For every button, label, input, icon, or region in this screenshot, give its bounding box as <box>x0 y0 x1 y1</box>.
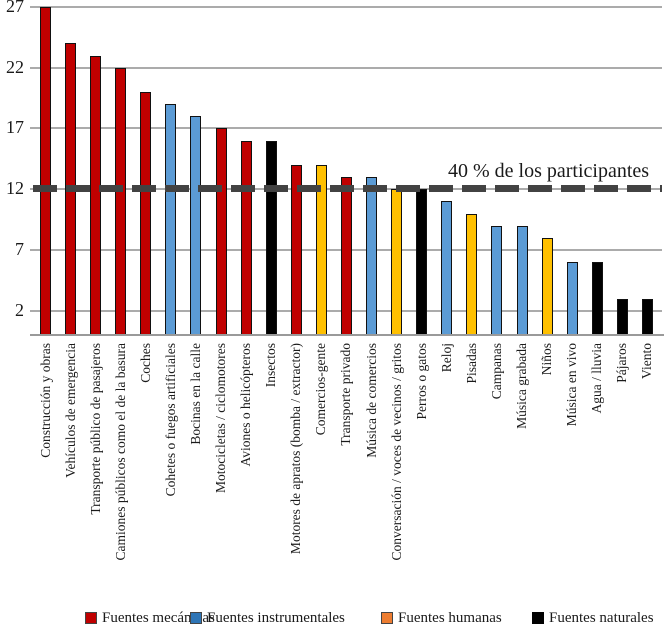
x-axis-label: Vehículos de emergencia <box>62 343 78 478</box>
x-axis-label: Aviones o helicópteros <box>238 343 254 467</box>
x-axis-label: Conversación / voces de vecinos / gritos <box>388 343 404 561</box>
x-axis-label: Perros o gatos <box>413 343 429 420</box>
bar <box>516 226 528 335</box>
x-axis-label: Transporte privado <box>338 343 354 446</box>
x-axis-label: Motocicletas / ciclomotores <box>213 343 229 493</box>
y-axis-tick-label: 17 <box>6 117 24 138</box>
y-axis-tick-label: 27 <box>6 0 24 16</box>
bar <box>566 262 578 335</box>
bar <box>340 177 352 335</box>
legend-item: Fuentes humanas <box>381 610 502 626</box>
legend-swatch <box>532 612 544 624</box>
x-axis-label: Transporte público de pasajeros <box>87 343 103 515</box>
legend-swatch <box>381 612 393 624</box>
gridline <box>30 66 662 69</box>
bar <box>265 141 277 335</box>
bar <box>240 141 252 335</box>
x-axis-label: Camiones públicos como el de la basura <box>112 343 128 561</box>
bar <box>215 128 227 335</box>
gridline <box>30 127 662 130</box>
legend-swatch <box>190 612 202 624</box>
x-axis-label: Motores de apratos (bomba / extractor) <box>288 343 304 555</box>
gridline <box>30 6 662 8</box>
reference-line-label: 40 % de los participantes <box>448 160 650 182</box>
x-axis-label: Viento <box>639 343 655 379</box>
bar <box>40 7 51 335</box>
y-axis-tick-label: 7 <box>15 238 24 259</box>
legend-label: Fuentes instrumentales <box>207 610 345 626</box>
x-axis-label: Música de comercios <box>363 343 379 458</box>
x-axis-label: Pisadas <box>463 343 479 384</box>
legend-item: Fuentes mecánicas <box>85 610 215 626</box>
x-axis-label: Música grabada <box>514 343 530 429</box>
x-axis-label: Bocinas en la calle <box>187 343 203 445</box>
y-axis-tick-label: 12 <box>6 178 24 199</box>
x-axis-label: Comercios-gente <box>313 343 329 436</box>
bar <box>115 68 127 335</box>
bar <box>641 299 653 335</box>
bar <box>466 214 478 335</box>
bar <box>441 201 453 335</box>
legend-item: Fuentes instrumentales <box>190 610 345 626</box>
bar <box>416 189 428 335</box>
bar <box>140 92 152 335</box>
bar <box>591 262 603 335</box>
legend-item: Fuentes naturales <box>532 610 654 626</box>
x-axis-label: Coches <box>137 343 153 383</box>
x-axis-label: Insectos <box>263 343 279 388</box>
x-axis-label: Música en vivo <box>564 343 580 427</box>
y-axis-tick-label: 2 <box>15 299 24 320</box>
legend-label: Fuentes mecánicas <box>102 610 215 626</box>
x-axis-label: Pájaros <box>614 343 630 383</box>
x-axis-label: Cohetes o fuegos artificiales <box>162 343 178 497</box>
x-axis-label: Campanas <box>488 343 504 400</box>
bar <box>616 299 628 335</box>
bar <box>366 177 378 335</box>
x-axis-label: Construcción y obras <box>37 343 53 458</box>
x-axis-label: Reloj <box>438 343 454 373</box>
legend-label: Fuentes naturales <box>549 610 654 626</box>
legend-swatch <box>85 612 97 624</box>
reference-line <box>33 184 662 192</box>
y-axis-tick-label: 22 <box>6 56 24 77</box>
x-axis-label: Niños <box>539 343 555 376</box>
bar <box>391 189 403 335</box>
bar <box>165 104 177 335</box>
bar <box>90 56 102 335</box>
bar <box>541 238 553 335</box>
x-axis-line <box>30 334 664 336</box>
bar <box>491 226 503 335</box>
legend-label: Fuentes humanas <box>398 610 502 626</box>
bar <box>190 116 202 335</box>
x-axis-label: Agua / lluvia <box>589 343 605 414</box>
